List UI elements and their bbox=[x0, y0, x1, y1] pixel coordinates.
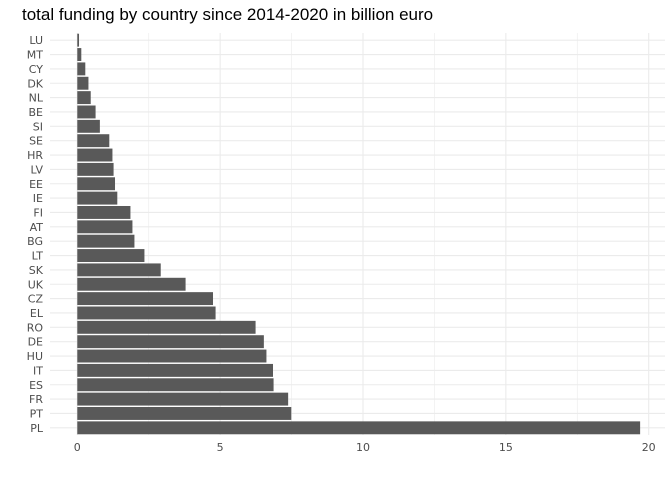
grid-lines bbox=[50, 33, 665, 435]
bar-lv bbox=[77, 162, 114, 176]
bars bbox=[77, 33, 641, 435]
y-tick-label: UK bbox=[28, 278, 44, 291]
bar-mt bbox=[77, 48, 82, 61]
bar-de bbox=[77, 335, 264, 349]
bar-el bbox=[77, 306, 216, 320]
y-tick-label: MT bbox=[27, 49, 43, 62]
bar-fi bbox=[77, 206, 131, 219]
y-tick-label: AT bbox=[30, 221, 44, 234]
y-tick-label: SI bbox=[33, 120, 43, 133]
y-tick-label: LV bbox=[31, 163, 44, 176]
bar-pl bbox=[77, 421, 641, 435]
y-tick-label: SE bbox=[29, 135, 43, 148]
y-tick-label: DK bbox=[27, 77, 43, 90]
y-tick-label: DE bbox=[28, 336, 43, 349]
y-tick-label: PT bbox=[30, 407, 44, 420]
bar-cz bbox=[77, 292, 214, 306]
y-tick-label: FR bbox=[29, 393, 43, 406]
y-tick-label: CY bbox=[29, 63, 43, 76]
bar-ro bbox=[77, 320, 256, 334]
bar-bg bbox=[77, 234, 135, 248]
y-tick-label: ES bbox=[29, 379, 43, 392]
bar-nl bbox=[77, 91, 91, 105]
y-tick-label: BG bbox=[27, 235, 43, 248]
y-tick-label: LU bbox=[29, 34, 43, 47]
bar-lt bbox=[77, 249, 145, 262]
x-tick-label: 0 bbox=[74, 441, 81, 454]
bar-ie bbox=[77, 191, 118, 205]
y-tick-label: BE bbox=[29, 106, 44, 119]
x-tick-label: 10 bbox=[356, 441, 370, 454]
bar-ee bbox=[77, 177, 116, 191]
bar-si bbox=[77, 119, 100, 133]
x-tick-label: 20 bbox=[642, 441, 656, 454]
bar-at bbox=[77, 220, 133, 234]
y-tick-label: IT bbox=[33, 364, 43, 377]
y-tick-label: PL bbox=[30, 422, 44, 435]
bar-fr bbox=[77, 392, 289, 406]
y-tick-label: FI bbox=[33, 206, 43, 219]
bar-lu bbox=[77, 33, 80, 47]
bar-be bbox=[77, 105, 96, 119]
chart-title: total funding by country since 2014-2020… bbox=[22, 5, 433, 24]
bar-cy bbox=[77, 62, 86, 76]
bar-sk bbox=[77, 263, 161, 277]
bar-dk bbox=[77, 76, 89, 90]
x-axis-labels: 0 5 10 15 20 bbox=[74, 441, 656, 454]
y-tick-label: HU bbox=[27, 350, 43, 363]
y-tick-label: SK bbox=[29, 264, 44, 277]
bar-hu bbox=[77, 349, 267, 363]
y-tick-label: EE bbox=[29, 178, 43, 191]
bar-se bbox=[77, 134, 110, 148]
y-tick-label: CZ bbox=[28, 293, 44, 306]
y-tick-label: NL bbox=[29, 92, 44, 105]
bar-it bbox=[77, 363, 274, 377]
y-tick-label: LT bbox=[32, 250, 44, 263]
y-tick-label: RO bbox=[27, 321, 44, 334]
y-tick-label: EL bbox=[30, 307, 44, 320]
bar-pt bbox=[77, 407, 292, 420]
y-tick-label: HR bbox=[27, 149, 43, 162]
bar-uk bbox=[77, 277, 186, 291]
x-tick-label: 15 bbox=[499, 441, 513, 454]
x-tick-label: 5 bbox=[217, 441, 224, 454]
bar-hr bbox=[77, 148, 113, 162]
bar-es bbox=[77, 378, 274, 392]
y-tick-label: IE bbox=[33, 192, 43, 205]
